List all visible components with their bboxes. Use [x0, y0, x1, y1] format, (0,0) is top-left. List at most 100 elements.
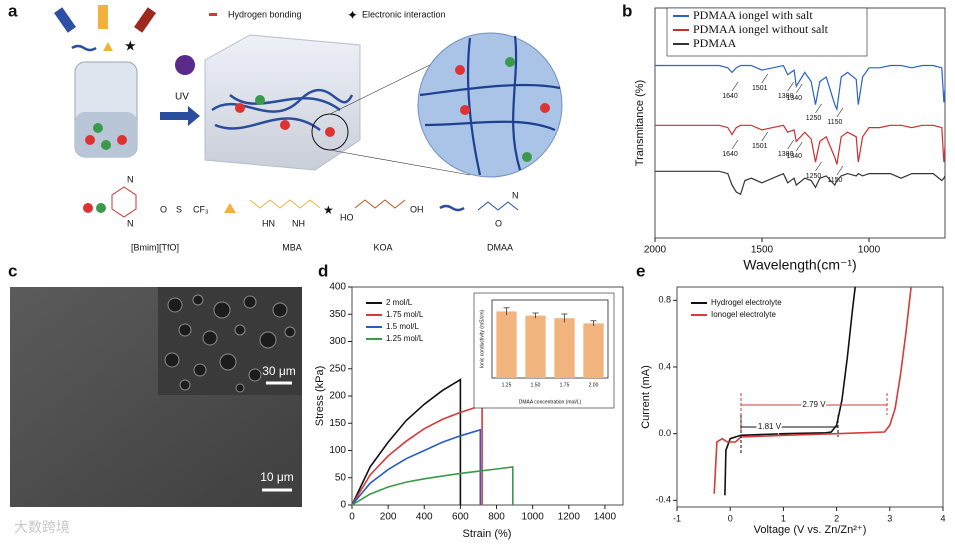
panel-label: c	[8, 261, 17, 280]
scale-label: 10 μm	[260, 470, 294, 484]
scale-label: 30 μm	[262, 364, 296, 378]
bar	[583, 323, 604, 378]
y-tick-label: 350	[329, 309, 346, 320]
peak-label: 1380	[778, 151, 794, 158]
ion	[96, 203, 106, 213]
peak-label: 1250	[806, 173, 822, 180]
mba-structure	[249, 199, 321, 209]
zoom-line	[329, 59, 441, 115]
x-tick-label: 400	[416, 512, 433, 523]
ion	[460, 105, 470, 115]
network	[419, 35, 561, 176]
atom: OH	[410, 204, 424, 214]
legend-text: PDMAA	[693, 36, 737, 50]
ion	[505, 57, 515, 67]
peak-label: 1150	[827, 119, 842, 126]
series-line	[713, 286, 912, 494]
series-line	[655, 64, 946, 112]
ion	[101, 140, 111, 150]
ion	[235, 103, 245, 113]
y-tick-label: 0.8	[658, 295, 671, 305]
axes-frame	[491, 299, 609, 379]
y-tick-label: 0.4	[658, 361, 671, 371]
crosslinker	[103, 42, 113, 51]
ion	[117, 135, 127, 145]
x-tick-label: 1.75	[560, 382, 570, 388]
x-axis-label: Voltage (V vs. Zn/Zn²⁺)	[754, 524, 867, 536]
legend-box	[666, 7, 868, 57]
legend-symbol	[209, 13, 217, 16]
peak-label: 1150	[827, 177, 842, 184]
peak-arrow	[815, 103, 822, 114]
ring	[111, 186, 137, 218]
x-tick-label: 1.50	[531, 382, 541, 388]
panel-label: e	[636, 261, 645, 280]
peak-label: 1640	[722, 93, 738, 100]
series-line	[351, 404, 483, 506]
panel-label: b	[622, 1, 632, 20]
y-tick-label: 150	[329, 418, 346, 429]
y-tick-label: 0	[340, 500, 346, 511]
ion	[83, 203, 93, 213]
y-tick-label: 400	[329, 282, 346, 293]
peak-label: 1250	[806, 115, 822, 122]
crosslinker	[224, 203, 236, 213]
molecule-name: [Bmim][TfO]	[131, 242, 179, 252]
pores	[164, 294, 296, 393]
bar	[525, 315, 546, 378]
series-line	[351, 378, 462, 506]
atom: N	[127, 218, 134, 228]
peak-arrow	[731, 139, 739, 150]
atom: NH	[292, 218, 305, 228]
atom: O	[160, 204, 167, 214]
atom: N	[512, 190, 519, 200]
series-line	[351, 465, 514, 506]
uv-lamp	[175, 55, 195, 75]
vial	[134, 7, 156, 33]
atom: S	[176, 204, 182, 214]
bar	[554, 318, 575, 378]
legend-text: 1.75 mol/L	[386, 310, 424, 319]
ion	[325, 127, 335, 137]
zoom-view	[417, 32, 563, 178]
arrow	[160, 106, 200, 126]
atom: HO	[340, 212, 354, 222]
legend-text: PDMAA iongel without salt	[693, 22, 829, 36]
peak-label: 1380	[778, 93, 794, 100]
legend-text: Hydrogel electrolyte	[711, 298, 782, 307]
sem-image: 30 μm 10 μm	[10, 287, 302, 507]
x-axis-label: Wavelength(cm⁻¹)	[743, 257, 856, 273]
monomer	[71, 44, 97, 52]
molecule-name: KOA	[373, 242, 392, 252]
x-axis-label: Strain (%)	[463, 528, 512, 540]
solution	[75, 112, 137, 157]
peak-arrow	[796, 141, 803, 152]
bar	[496, 311, 517, 378]
x-tick-label: 1200	[558, 512, 581, 523]
y-tick-label: 100	[329, 445, 346, 456]
peak-arrow	[761, 131, 769, 142]
legend-symbol: ✦	[347, 7, 358, 22]
x-tick-label: 800	[488, 512, 505, 523]
vial	[98, 5, 108, 29]
peak-arrow	[787, 139, 794, 150]
annotation-label: 2.79 V	[802, 400, 826, 409]
peak-arrow	[796, 83, 803, 94]
initiator-star: ★	[124, 38, 137, 54]
legend-text: 1.25 mol/L	[386, 334, 424, 343]
series-line	[724, 286, 856, 496]
ion	[85, 135, 95, 145]
y-tick-label: -0.4	[655, 495, 671, 505]
x-tick-label: 2	[834, 513, 839, 523]
y-tick-label: 250	[329, 363, 346, 374]
x-tick-label: 600	[452, 512, 469, 523]
atom: HN	[262, 218, 275, 228]
x-tick-label: 1000	[858, 245, 881, 256]
peak-arrow	[815, 161, 822, 172]
panel-label: d	[318, 261, 328, 280]
vial	[54, 7, 76, 33]
atom: CF₃	[193, 204, 209, 214]
ion	[522, 152, 532, 162]
